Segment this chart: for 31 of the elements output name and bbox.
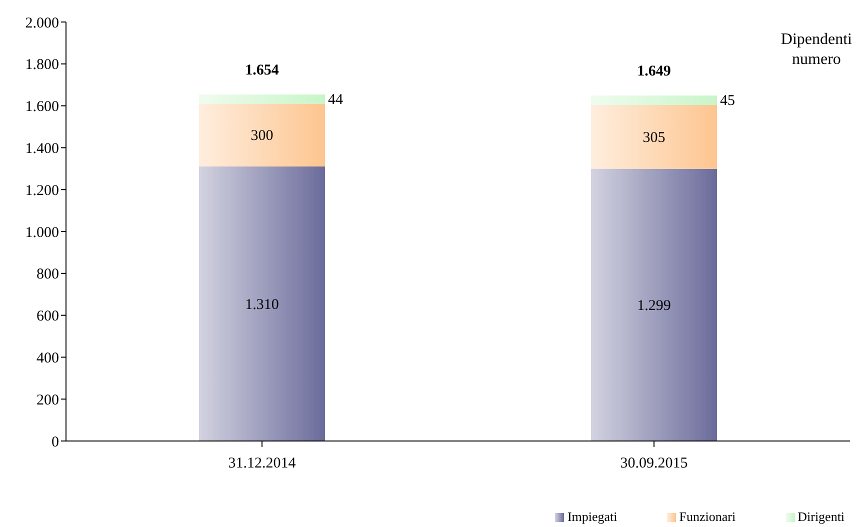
y-tick-label: 1.200 <box>25 182 59 199</box>
bar <box>199 104 325 167</box>
bar <box>591 96 717 105</box>
bar <box>199 166 325 441</box>
total-label: 1.649 <box>637 64 671 80</box>
y-tick-label: 200 <box>36 392 59 408</box>
y-tick-label: 1.000 <box>25 224 59 241</box>
legend-label: Funzionari <box>678 509 736 525</box>
x-tick-label: 30.09.2015 <box>620 456 688 472</box>
data-label: 305 <box>642 130 666 146</box>
y-tick-label: 0 <box>52 434 59 450</box>
bar <box>591 104 717 169</box>
data-label: 45 <box>720 93 735 110</box>
x-tick-label: 31.12.2014 <box>228 456 296 472</box>
data-label: 1.299 <box>637 298 671 314</box>
bar <box>591 168 717 441</box>
y-tick-label: 1.400 <box>25 141 59 158</box>
y-tick-label: 1.600 <box>25 99 59 116</box>
y-tick-label: 600 <box>36 308 59 325</box>
legend-label: Impiegati <box>566 509 618 525</box>
legend-label: Dirigenti <box>796 509 845 525</box>
data-label: 300 <box>250 128 274 144</box>
y-tick-label: 2.000 <box>25 15 59 32</box>
total-label: 1.654 <box>245 62 280 78</box>
bar <box>199 94 325 104</box>
data-label: 1.310 <box>245 296 279 313</box>
data-label: 44 <box>328 92 344 108</box>
y-axis-title: Dipendenti numero <box>780 30 852 70</box>
y-tick-label: 1.800 <box>25 57 59 74</box>
y-tick-label: 400 <box>36 350 59 367</box>
y-tick-label: 800 <box>36 266 59 283</box>
